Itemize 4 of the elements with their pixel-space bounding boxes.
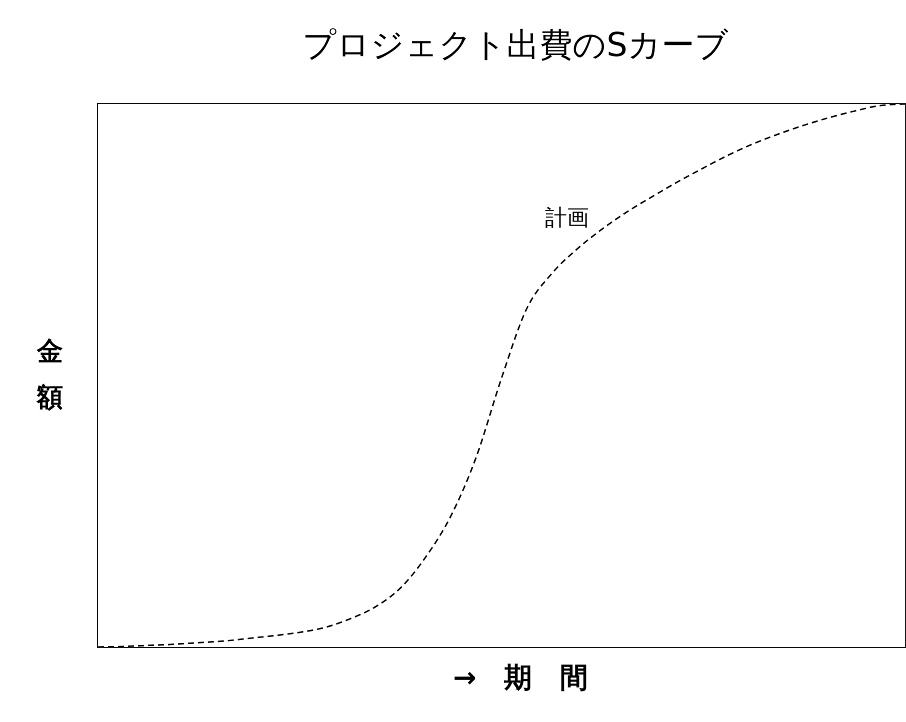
x-axis-title: → 期 間 — [453, 661, 588, 695]
chart-title: プロジェクト出費のSカーブ — [302, 25, 728, 65]
series-label: 計画 — [545, 206, 590, 232]
y-axis-title: 金額 — [37, 336, 63, 414]
